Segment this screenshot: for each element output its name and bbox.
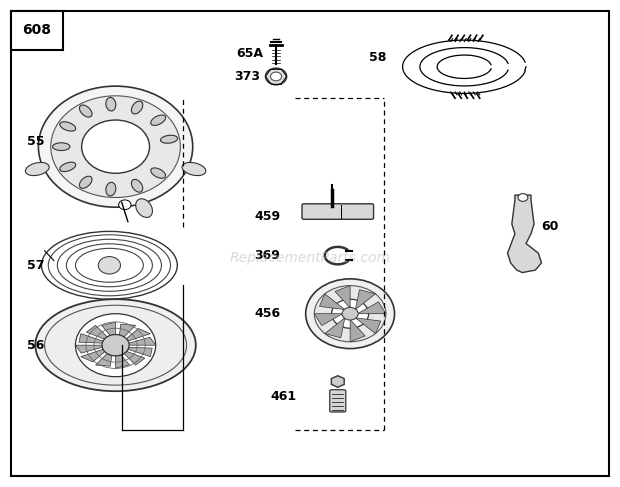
- Polygon shape: [331, 375, 344, 387]
- Bar: [11, 11, 63, 50]
- Circle shape: [82, 120, 149, 173]
- Ellipse shape: [79, 105, 92, 117]
- Text: 60: 60: [541, 220, 559, 233]
- Polygon shape: [355, 318, 381, 334]
- Polygon shape: [121, 347, 153, 356]
- Polygon shape: [102, 322, 115, 342]
- Circle shape: [306, 279, 394, 349]
- Circle shape: [270, 72, 281, 81]
- Ellipse shape: [161, 135, 177, 143]
- Circle shape: [118, 200, 131, 209]
- Circle shape: [51, 96, 180, 198]
- Ellipse shape: [45, 305, 187, 385]
- Polygon shape: [115, 349, 130, 368]
- Text: 608: 608: [22, 23, 51, 37]
- Text: 56: 56: [27, 338, 44, 352]
- Polygon shape: [79, 334, 110, 343]
- Circle shape: [99, 257, 120, 274]
- Polygon shape: [86, 325, 112, 342]
- Circle shape: [314, 286, 386, 342]
- Ellipse shape: [35, 299, 196, 391]
- Circle shape: [102, 335, 129, 356]
- Ellipse shape: [42, 231, 177, 299]
- Ellipse shape: [25, 163, 49, 176]
- Text: 55: 55: [27, 135, 44, 149]
- Ellipse shape: [131, 179, 143, 192]
- Ellipse shape: [136, 199, 153, 217]
- Polygon shape: [81, 347, 110, 362]
- Ellipse shape: [131, 101, 143, 114]
- Circle shape: [38, 86, 193, 207]
- Circle shape: [518, 194, 528, 201]
- Polygon shape: [335, 286, 350, 308]
- Ellipse shape: [60, 162, 76, 171]
- Text: 57: 57: [27, 259, 44, 272]
- FancyBboxPatch shape: [330, 390, 346, 412]
- Polygon shape: [314, 314, 343, 325]
- Polygon shape: [325, 318, 345, 338]
- Text: 65A: 65A: [237, 47, 264, 60]
- Text: 459: 459: [254, 210, 280, 224]
- Polygon shape: [319, 294, 345, 310]
- Polygon shape: [118, 324, 136, 342]
- Polygon shape: [121, 328, 150, 343]
- Ellipse shape: [79, 176, 92, 188]
- Polygon shape: [118, 348, 144, 365]
- Polygon shape: [95, 348, 112, 366]
- Text: 58: 58: [369, 51, 387, 64]
- Polygon shape: [508, 195, 541, 273]
- Text: 461: 461: [270, 390, 296, 403]
- Polygon shape: [350, 319, 365, 342]
- Ellipse shape: [182, 163, 206, 176]
- FancyBboxPatch shape: [302, 204, 374, 219]
- Polygon shape: [76, 345, 109, 353]
- Circle shape: [332, 299, 369, 328]
- Ellipse shape: [106, 97, 116, 111]
- Ellipse shape: [106, 182, 116, 196]
- Ellipse shape: [151, 168, 166, 178]
- Text: ReplacementParts.com: ReplacementParts.com: [229, 251, 391, 265]
- Text: 456: 456: [254, 307, 280, 320]
- Ellipse shape: [60, 122, 76, 131]
- Ellipse shape: [53, 143, 70, 150]
- Text: 373: 373: [234, 70, 260, 83]
- Circle shape: [76, 314, 156, 376]
- Ellipse shape: [151, 115, 166, 126]
- Text: 369: 369: [254, 249, 280, 262]
- Circle shape: [265, 68, 286, 85]
- Polygon shape: [355, 290, 376, 310]
- Polygon shape: [358, 302, 386, 314]
- Polygon shape: [122, 337, 156, 345]
- Circle shape: [342, 307, 358, 320]
